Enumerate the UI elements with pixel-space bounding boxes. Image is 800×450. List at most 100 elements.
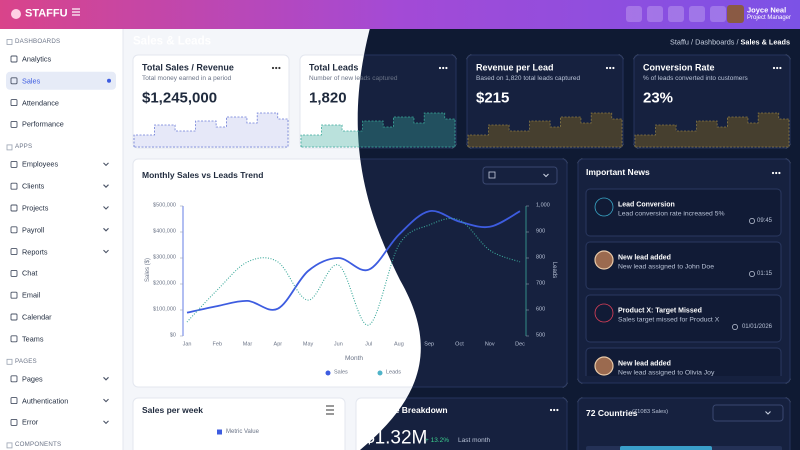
clock-icon	[749, 218, 755, 224]
nav-item[interactable]: Authentication	[22, 395, 69, 405]
nav-item[interactable]: Calendar	[22, 312, 52, 322]
clock-icon	[732, 324, 738, 330]
nav-item[interactable]: Attendance	[22, 97, 59, 107]
kpi-value: $215	[476, 89, 510, 107]
chevron	[103, 420, 109, 425]
nav-item[interactable]: Analytics	[22, 54, 52, 64]
menu-dot	[438, 66, 442, 70]
breadcrumb: Staffu / Dashboards / Sales & Leads	[670, 38, 790, 45]
progress-bar	[620, 446, 712, 450]
kpi-subtitle: Based on 1,820 total leads captured	[476, 74, 581, 82]
chevron	[103, 398, 109, 403]
nav-item[interactable]: Performance	[22, 119, 64, 129]
news-text: New lead assigned to John Doe	[618, 263, 714, 271]
y-tick-label: $100,000	[153, 306, 176, 313]
x-tick-label: Jun	[333, 341, 343, 348]
news-time: 09:45	[756, 218, 772, 224]
menu-dot	[275, 66, 278, 70]
menu-dot	[278, 66, 281, 70]
nav-item[interactable]: Clients	[22, 181, 45, 191]
header-button[interactable]	[626, 6, 642, 22]
nav-item[interactable]: Error	[22, 417, 39, 427]
item-icon	[10, 204, 18, 212]
kpi-title: Revenue per Lead	[476, 62, 554, 73]
nav-item[interactable]: Sales	[22, 76, 41, 86]
y-tick-label: $500,000	[153, 202, 176, 209]
breadcrumb-separator: /	[688, 37, 696, 47]
period-dropdown[interactable]	[482, 166, 558, 185]
user-name[interactable]: Joyce Neal	[747, 5, 787, 15]
y2-tick-label: 600	[536, 306, 546, 313]
header-button[interactable]	[647, 6, 663, 22]
breadcrumb-item[interactable]: Dashboards	[695, 37, 735, 47]
y2-tick-label: 800	[536, 254, 546, 261]
news-time: 01/01/2026	[741, 324, 772, 330]
kpi-sparkline	[634, 112, 790, 148]
kpi-sparkline	[467, 112, 623, 148]
chevron	[765, 411, 771, 415]
header-button[interactable]	[710, 6, 726, 22]
x-tick-label: Oct	[455, 341, 464, 348]
period-dropdown[interactable]	[712, 404, 784, 422]
nav-item[interactable]: Employees	[22, 159, 59, 169]
menu-dot	[775, 171, 778, 175]
legend-label[interactable]: Metric Value	[226, 429, 259, 435]
nav-item[interactable]: Reports	[22, 246, 48, 256]
news-text: Sales target missed for Product X	[618, 316, 720, 324]
section-icon	[6, 358, 13, 365]
section-title: PAGES	[15, 357, 37, 365]
menu-dot	[553, 408, 556, 412]
nav-item[interactable]: Teams	[22, 334, 44, 344]
revenue-period: Last month	[458, 436, 491, 444]
chevron	[103, 376, 109, 381]
news-title: Lead Conversion	[618, 201, 675, 209]
news-text: Lead conversion rate increased 5%	[618, 210, 725, 218]
x-tick-label: Jan	[182, 341, 192, 348]
news-title: Important News	[586, 166, 650, 177]
header-button[interactable]	[689, 6, 705, 22]
section-title: COMPONENTS	[15, 441, 62, 449]
kpi-subtitle: Total money earned in a period	[142, 74, 232, 82]
section-icon	[6, 39, 13, 45]
active-item-bg	[6, 71, 116, 90]
menu-dot	[612, 66, 615, 70]
section-icon	[6, 442, 13, 449]
nav-item[interactable]: Pages	[22, 374, 43, 384]
line-series	[186, 210, 521, 314]
nav-item[interactable]: Projects	[22, 203, 49, 213]
nav-item[interactable]: Chat	[22, 268, 38, 278]
x-tick-label: Sep	[424, 341, 435, 348]
chevron	[103, 162, 109, 167]
header-button[interactable]	[668, 6, 684, 22]
item-icon	[10, 397, 18, 405]
kpi-subtitle: % of leads converted into customers	[643, 74, 748, 82]
item-icon	[10, 375, 18, 383]
active-dot	[107, 78, 111, 83]
section-title: APPS	[15, 143, 33, 151]
menu-dot	[442, 66, 445, 70]
item-icon	[10, 418, 18, 426]
nav-item[interactable]: Payroll	[22, 225, 45, 235]
header-bg	[0, 0, 800, 29]
legend-label[interactable]: Sales	[334, 369, 348, 376]
nav-item[interactable]: Email	[22, 290, 41, 300]
breadcrumb-item[interactable]: Staffu	[670, 37, 689, 47]
card-title: Revenue Breakdown	[364, 404, 448, 415]
sidebar-bg	[0, 29, 123, 450]
item-icon	[10, 182, 18, 190]
kpi-title: Conversion Rate	[643, 62, 715, 73]
item-icon	[10, 55, 18, 63]
x-tick-label: Apr	[273, 341, 283, 348]
menu-dot	[609, 66, 612, 70]
user-avatar[interactable]	[727, 5, 744, 23]
breadcrumb-item: Sales & Leads	[740, 37, 790, 47]
page-title: Sales & Leads	[133, 35, 211, 48]
item-icon	[10, 335, 18, 343]
legend-label[interactable]: Leads	[386, 369, 401, 376]
section-icon	[6, 144, 13, 151]
clock-icon	[749, 271, 755, 277]
y2-tick-label: 900	[536, 228, 546, 235]
